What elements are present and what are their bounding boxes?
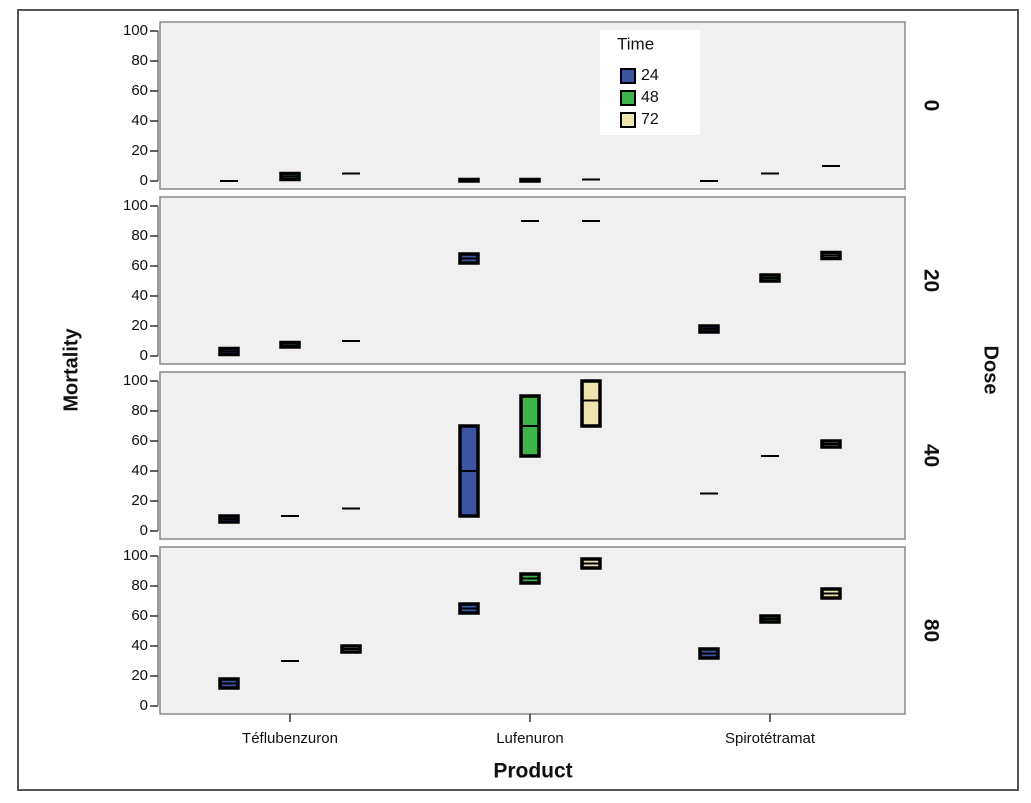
panel [159,546,906,715]
y-tick-label: 80 [131,402,148,419]
y-tick-label: 100 [123,372,148,389]
facet-label: 0 [919,100,942,112]
y-tick-label: 40 [131,462,148,479]
legend-label: 48 [641,89,659,106]
legend [600,30,700,135]
legend-swatch [620,90,636,106]
legend-label: 72 [641,111,659,128]
legend-title: Time [617,34,654,53]
y-tick-label: 20 [131,142,148,159]
y-axis-label: Mortality [60,327,82,411]
facet-axis-label: Dose [980,346,1002,395]
facet-label: 80 [919,619,942,642]
x-tick-label: Téflubenzuron [242,730,338,747]
y-tick-label: 20 [131,492,148,509]
legend-swatch [620,68,636,84]
y-tick-label: 60 [131,607,148,624]
y-tick-label: 80 [131,52,148,69]
legend-swatch [620,112,636,128]
y-tick-label: 0 [140,172,148,189]
y-tick-label: 20 [131,317,148,334]
y-tick-label: 60 [131,257,148,274]
panel [159,196,906,365]
panel [159,21,906,190]
facet-label: 20 [919,269,942,292]
x-axis-label: Product [493,760,572,783]
y-tick-label: 80 [131,577,148,594]
y-tick-label: 0 [140,347,148,364]
facet-label: 40 [919,444,942,467]
y-tick-label: 40 [131,112,148,129]
y-tick-label: 0 [140,697,148,714]
y-tick-label: 40 [131,287,148,304]
y-tick-label: 0 [140,522,148,539]
y-tick-label: 60 [131,82,148,99]
y-tick-label: 40 [131,637,148,654]
y-tick-label: 80 [131,227,148,244]
legend-label: 24 [641,67,659,84]
y-tick-label: 60 [131,432,148,449]
box [580,379,602,428]
y-tick-label: 100 [123,197,148,214]
x-tick-label: Spirotétramat [725,730,816,747]
y-tick-label: 100 [123,547,148,564]
y-tick-label: 100 [123,22,148,39]
y-tick-label: 20 [131,667,148,684]
x-tick-label: Lufenuron [496,730,564,747]
